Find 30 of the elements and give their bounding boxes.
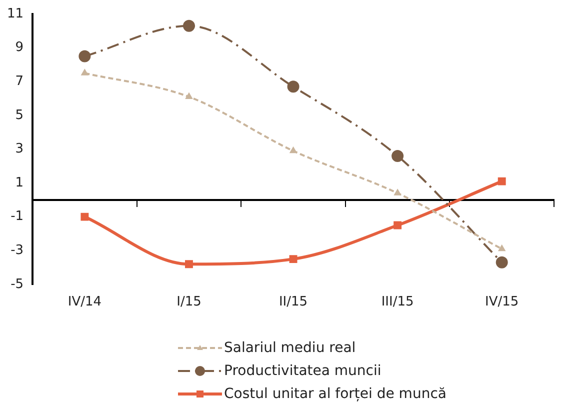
point [498,177,506,186]
x-tick-label: II/15 [278,294,308,310]
point [496,256,508,268]
y-tick-label: -1 [10,209,24,224]
x-tick-label: IV/15 [485,294,519,310]
point [185,260,193,268]
y-tick-label: 5 [15,108,24,123]
point [80,212,89,221]
point [392,150,404,162]
x-tick-label: I/15 [176,294,202,310]
y-tick-label: -3 [10,242,24,258]
point [186,93,192,100]
legend-label: Productivitatea muncii [224,362,382,378]
point [498,245,506,252]
x-tick-label: III/15 [381,294,414,310]
point [287,80,300,93]
point [78,50,91,62]
y-tick-label: 1 [15,175,24,190]
point [394,221,402,230]
point [182,20,195,32]
y-tick-label: 7 [15,74,24,89]
legend-label: Salariul mediu real [224,340,356,356]
y-tick-label: 9 [15,40,24,56]
legend-label: Costul unitar al forței de muncă [224,386,446,402]
y-tick-label: -5 [10,276,24,292]
point [289,255,298,264]
point [394,190,401,196]
y-tick-label: 3 [15,142,24,157]
y-tick-label: 11 [6,6,24,22]
x-tick-label: IV/14 [68,294,102,310]
